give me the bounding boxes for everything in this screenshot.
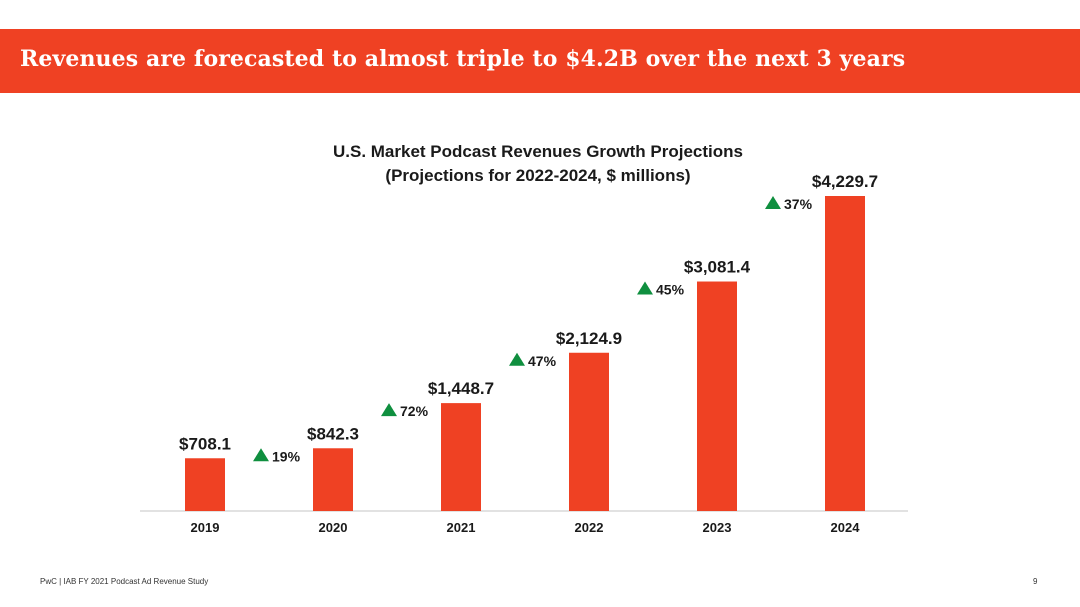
x-tick-label-2024: 2024 [831,520,861,535]
value-label-2024: $4,229.7 [812,172,878,191]
up-triangle-icon [253,448,269,462]
value-label-2021: $1,448.7 [428,379,494,398]
x-tick-label-2021: 2021 [447,520,476,535]
up-triangle-icon [509,352,525,366]
bar-2021 [441,403,481,511]
bar-2023 [697,281,737,511]
bar-2022 [569,352,609,511]
footer-source: PwC | IAB FY 2021 Podcast Ad Revenue Stu… [40,577,209,586]
page-number: 9 [1033,577,1038,586]
slide-title: Revenues are forecasted to almost triple… [20,46,906,72]
chart-subtitle: (Projections for 2022-2024, $ millions) [385,166,691,185]
x-tick-label-2022: 2022 [575,520,604,535]
bar-2020 [313,448,353,511]
growth-label-2022: 47% [528,353,557,369]
value-label-2022: $2,124.9 [556,329,622,348]
growth-label-2020: 19% [272,448,301,464]
bar-2024 [825,196,865,511]
title-banner: Revenues are forecasted to almost triple… [0,29,1080,93]
x-tick-label-2023: 2023 [703,520,732,535]
bar-2019 [185,458,225,511]
growth-label-2023: 45% [656,282,685,298]
growth-label-2021: 72% [400,403,429,419]
value-label-2023: $3,081.4 [684,258,751,277]
x-tick-label-2019: 2019 [191,520,220,535]
growth-label-2024: 37% [784,196,813,212]
up-triangle-icon [765,196,781,209]
value-label-2020: $842.3 [307,424,359,443]
up-triangle-icon [637,281,653,295]
value-label-2019: $708.1 [179,434,231,453]
chart-title: U.S. Market Podcast Revenues Growth Proj… [332,142,743,161]
x-tick-label-2020: 2020 [319,520,348,535]
up-triangle-icon [381,403,397,417]
